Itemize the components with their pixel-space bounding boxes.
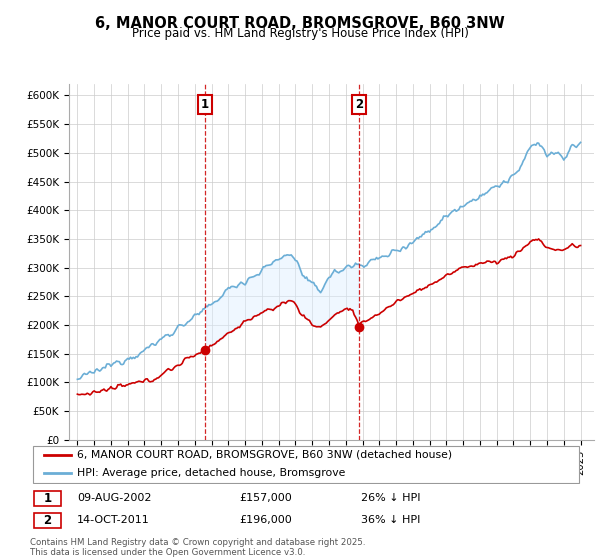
Text: £157,000: £157,000 <box>240 493 293 503</box>
Text: Contains HM Land Registry data © Crown copyright and database right 2025.
This d: Contains HM Land Registry data © Crown c… <box>30 538 365 557</box>
Text: 6, MANOR COURT ROAD, BROMSGROVE, B60 3NW: 6, MANOR COURT ROAD, BROMSGROVE, B60 3NW <box>95 16 505 31</box>
Text: 14-OCT-2011: 14-OCT-2011 <box>77 515 149 525</box>
Text: 1: 1 <box>44 492 52 505</box>
Text: Price paid vs. HM Land Registry's House Price Index (HPI): Price paid vs. HM Land Registry's House … <box>131 27 469 40</box>
FancyBboxPatch shape <box>34 513 61 528</box>
FancyBboxPatch shape <box>33 446 579 483</box>
Text: 36% ↓ HPI: 36% ↓ HPI <box>361 515 421 525</box>
Text: 2: 2 <box>355 98 363 111</box>
Text: 09-AUG-2002: 09-AUG-2002 <box>77 493 151 503</box>
Text: 26% ↓ HPI: 26% ↓ HPI <box>361 493 421 503</box>
Text: 6, MANOR COURT ROAD, BROMSGROVE, B60 3NW (detached house): 6, MANOR COURT ROAD, BROMSGROVE, B60 3NW… <box>77 450 452 460</box>
Text: HPI: Average price, detached house, Bromsgrove: HPI: Average price, detached house, Brom… <box>77 468 345 478</box>
FancyBboxPatch shape <box>34 491 61 506</box>
Text: 1: 1 <box>201 98 209 111</box>
Text: 2: 2 <box>44 514 52 527</box>
Text: £196,000: £196,000 <box>240 515 293 525</box>
